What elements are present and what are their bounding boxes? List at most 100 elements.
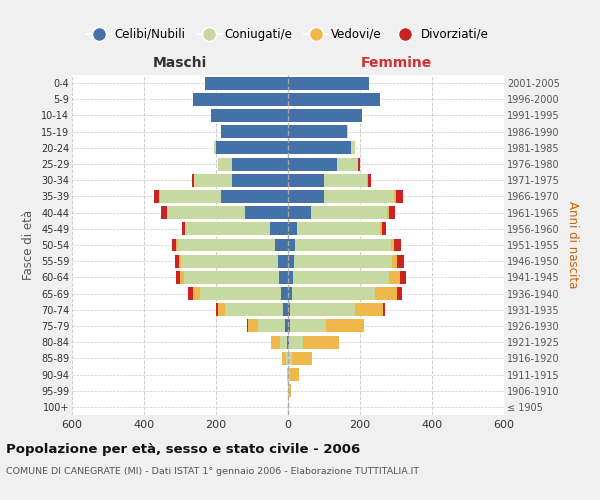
Bar xyxy=(375,287,397,300)
Bar xyxy=(218,158,232,170)
Text: Femmine: Femmine xyxy=(361,56,431,70)
Bar xyxy=(280,336,287,348)
Bar xyxy=(368,174,371,186)
Bar xyxy=(258,320,285,332)
Bar xyxy=(192,174,194,186)
Bar xyxy=(392,254,397,268)
Bar xyxy=(397,254,404,268)
Bar xyxy=(288,174,324,186)
Bar xyxy=(288,336,289,348)
Bar xyxy=(172,238,176,252)
Bar xyxy=(389,206,395,219)
Bar xyxy=(270,222,288,235)
Bar xyxy=(245,206,288,219)
Bar xyxy=(288,142,351,154)
Text: Maschi: Maschi xyxy=(153,56,207,70)
Bar xyxy=(211,109,288,122)
Bar xyxy=(389,271,400,284)
Bar xyxy=(179,254,181,268)
Bar xyxy=(324,190,394,203)
Bar xyxy=(394,190,396,203)
Text: COMUNE DI CANEGRATE (MI) - Dati ISTAT 1° gennaio 2006 - Elaborazione TUTTITALIA.: COMUNE DI CANEGRATE (MI) - Dati ISTAT 1°… xyxy=(6,468,419,476)
Bar xyxy=(200,287,281,300)
Bar xyxy=(288,287,292,300)
Bar xyxy=(288,238,295,252)
Bar xyxy=(221,125,288,138)
Bar xyxy=(288,125,347,138)
Bar xyxy=(180,271,184,284)
Bar xyxy=(311,206,387,219)
Bar xyxy=(290,304,355,316)
Bar xyxy=(391,238,394,252)
Bar xyxy=(154,190,160,203)
Bar xyxy=(382,222,386,235)
Bar xyxy=(185,222,270,235)
Bar xyxy=(397,287,402,300)
Bar xyxy=(289,384,290,397)
Bar xyxy=(380,222,382,235)
Bar xyxy=(248,320,258,332)
Y-axis label: Fasce di età: Fasce di età xyxy=(22,210,35,280)
Bar xyxy=(216,304,218,316)
Bar xyxy=(326,320,364,332)
Bar xyxy=(288,76,369,90)
Bar xyxy=(355,304,383,316)
Bar xyxy=(288,384,289,397)
Bar xyxy=(387,206,389,219)
Bar xyxy=(289,336,303,348)
Bar xyxy=(288,109,362,122)
Bar xyxy=(160,190,221,203)
Bar xyxy=(288,206,311,219)
Bar xyxy=(247,320,248,332)
Bar xyxy=(295,238,391,252)
Bar xyxy=(181,254,278,268)
Bar xyxy=(194,174,232,186)
Bar xyxy=(193,287,200,300)
Bar xyxy=(176,238,178,252)
Bar xyxy=(367,174,368,186)
Bar xyxy=(293,271,389,284)
Bar xyxy=(292,287,375,300)
Bar xyxy=(324,174,367,186)
Bar xyxy=(232,158,288,170)
Bar xyxy=(383,304,385,316)
Bar xyxy=(182,222,185,235)
Y-axis label: Anni di nascita: Anni di nascita xyxy=(566,202,579,288)
Bar xyxy=(175,254,179,268)
Bar xyxy=(297,222,380,235)
Bar xyxy=(214,142,216,154)
Bar xyxy=(167,206,245,219)
Bar xyxy=(161,206,167,219)
Bar xyxy=(292,352,312,365)
Bar xyxy=(271,336,280,348)
Bar xyxy=(275,238,288,252)
Bar xyxy=(288,304,290,316)
Bar xyxy=(188,287,193,300)
Bar xyxy=(283,304,288,316)
Bar xyxy=(288,190,324,203)
Bar xyxy=(288,254,295,268)
Bar xyxy=(288,158,337,170)
Bar xyxy=(400,271,406,284)
Bar xyxy=(290,368,299,381)
Bar xyxy=(279,271,288,284)
Bar xyxy=(288,93,380,106)
Bar xyxy=(290,320,326,332)
Bar xyxy=(216,142,288,154)
Bar xyxy=(278,254,288,268)
Text: Popolazione per età, sesso e stato civile - 2006: Popolazione per età, sesso e stato civil… xyxy=(6,442,360,456)
Bar xyxy=(295,254,392,268)
Bar xyxy=(205,76,288,90)
Bar xyxy=(282,352,286,365)
Bar xyxy=(178,238,275,252)
Bar xyxy=(176,271,180,284)
Bar xyxy=(287,368,288,381)
Bar xyxy=(288,352,292,365)
Bar xyxy=(351,142,355,154)
Bar xyxy=(287,336,288,348)
Bar xyxy=(337,158,358,170)
Bar xyxy=(285,320,288,332)
Bar xyxy=(394,238,401,252)
Bar xyxy=(303,336,339,348)
Bar xyxy=(358,158,360,170)
